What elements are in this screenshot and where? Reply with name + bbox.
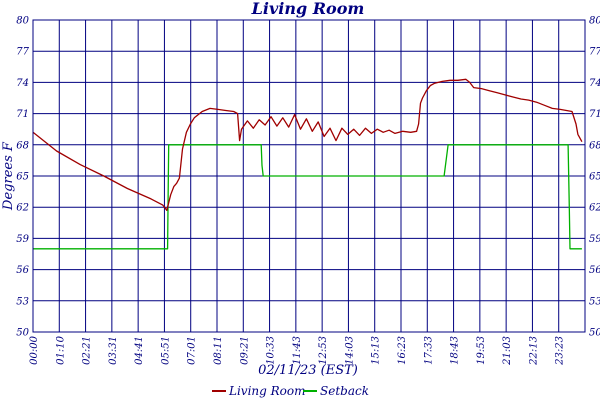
x-tick-label: 09:21 <box>239 336 250 365</box>
series-line-living-room <box>32 78 583 211</box>
y-tick-label-left: 53 <box>16 296 29 307</box>
series-layer <box>32 78 583 250</box>
legend-label-living-room: Living Room <box>228 384 306 398</box>
chart-title: Living Room <box>251 0 365 18</box>
x-tick-label: 17:33 <box>423 336 434 365</box>
x-tick-label: 23:23 <box>555 336 566 366</box>
x-tick-label: 08:11 <box>213 336 224 365</box>
series-line-setback <box>33 144 582 250</box>
x-tick-label: 22:13 <box>528 336 539 366</box>
y-tick-label-left: 71 <box>16 109 29 120</box>
y-tick-labels-left: 80 77 74 71 68 65 62 59 56 53 50 <box>16 16 29 339</box>
x-tick-labels: 00:00 01:10 02:21 03:31 04:41 05:51 07:01 08:11… <box>29 335 566 365</box>
y-tick-label-left: 59 <box>16 234 29 245</box>
x-tick-label: 00:00 <box>29 335 40 364</box>
x-tick-label: 21:03 <box>502 336 513 366</box>
x-tick-label: 11:43 <box>292 336 303 365</box>
y-axis-label: Degrees F <box>1 141 16 211</box>
y-tick-labels-right: 80 77 74 71 68 65 62 59 56 53 50 <box>589 16 600 339</box>
y-tick-label-left: 62 <box>16 203 29 214</box>
legend-label-setback: Setback <box>320 384 369 398</box>
x-tick-label: 07:01 <box>187 336 198 365</box>
y-tick-label-right: 50 <box>589 328 600 339</box>
y-tick-label-right: 59 <box>589 234 600 245</box>
y-tick-label-left: 68 <box>16 140 29 151</box>
y-tick-label-right: 62 <box>589 203 600 214</box>
y-tick-label-right: 65 <box>589 172 600 183</box>
x-tick-label: 05:51 <box>160 336 171 365</box>
x-tick-label: 02:21 <box>82 336 93 365</box>
plot-border <box>32 19 586 333</box>
x-tick-label: 12:53 <box>318 336 329 365</box>
x-tick-label: 03:31 <box>108 336 119 365</box>
x-tick-label: 19:53 <box>476 336 487 365</box>
x-tick-label: 01:10 <box>55 335 66 364</box>
x-tick-label: 15:13 <box>371 336 382 365</box>
x-axis-label: 02/11/23 (EST) <box>258 363 358 378</box>
legend: Living Room Setback <box>212 384 369 398</box>
y-tick-label-right: 77 <box>589 47 600 58</box>
y-tick-label-left: 77 <box>16 47 29 58</box>
y-tick-label-right: 68 <box>589 140 600 151</box>
y-tick-label-left: 65 <box>16 172 29 183</box>
y-tick-label-right: 56 <box>589 265 600 276</box>
x-tick-label: 16:23 <box>397 336 408 365</box>
x-tick-label: 14:03 <box>344 336 355 365</box>
x-tick-label: 18:43 <box>450 336 461 365</box>
y-tick-label-right: 80 <box>589 16 600 27</box>
x-tick-label: 04:41 <box>134 336 145 365</box>
y-tick-label-left: 74 <box>16 78 29 89</box>
y-tick-label-right: 74 <box>589 78 600 89</box>
y-tick-label-left: 50 <box>16 328 29 339</box>
y-tick-label-left: 80 <box>16 16 29 27</box>
y-tick-label-right: 53 <box>589 296 600 307</box>
x-tick-label: 10:33 <box>266 336 277 365</box>
y-tick-label-left: 56 <box>16 265 29 276</box>
y-tick-label-right: 71 <box>589 109 600 120</box>
